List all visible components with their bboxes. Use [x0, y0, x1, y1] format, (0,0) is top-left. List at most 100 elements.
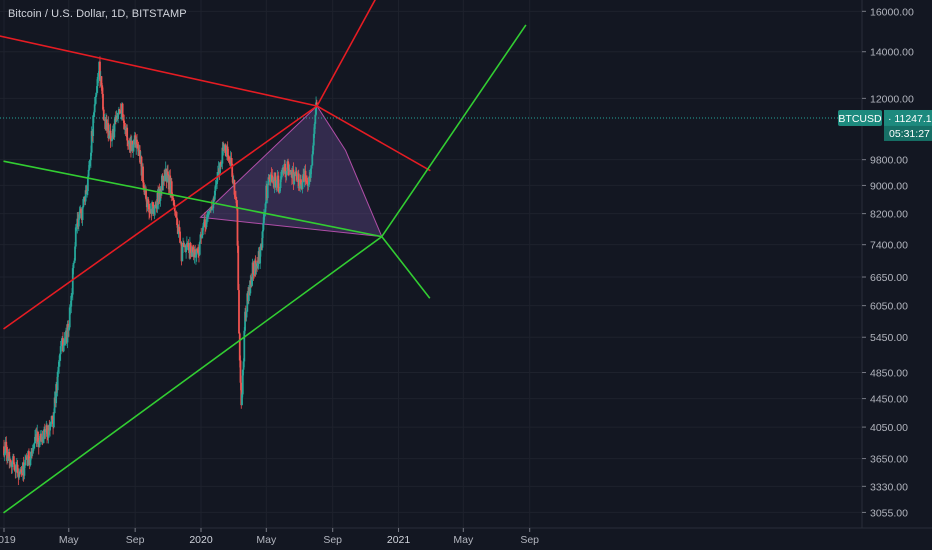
trend-line-red-rising[interactable] [3, 0, 376, 330]
candle-body [16, 464, 19, 474]
candle-body [236, 207, 239, 246]
candle-body [220, 163, 223, 166]
candle-body [216, 172, 219, 178]
candle-body [211, 208, 214, 210]
candle-body [227, 155, 230, 160]
candle-body [249, 280, 252, 294]
candle-body [309, 168, 312, 178]
candle-body [255, 263, 258, 271]
candle-body [4, 441, 7, 453]
candle-body [151, 202, 154, 207]
candle-body [262, 223, 265, 232]
trend-line-resistance-top[interactable] [0, 35, 431, 172]
candle-body [101, 85, 104, 94]
symbol-badge-label: BTCUSD [838, 113, 882, 125]
candle-body [120, 113, 123, 114]
candle-body [89, 160, 92, 161]
y-tick-label: 3330.00 [870, 481, 908, 493]
candle-body [95, 92, 98, 97]
candle-body [226, 146, 229, 156]
candle-body [71, 268, 74, 295]
candle-body [205, 219, 208, 227]
candle-body [268, 177, 271, 180]
candle-body [93, 104, 96, 113]
candle-body [25, 457, 27, 460]
candle-body [18, 472, 21, 478]
candle-body [117, 109, 120, 113]
candle-body [221, 147, 224, 164]
candle-body [11, 461, 14, 467]
candle-body [31, 451, 33, 453]
x-tick-label: 2021 [387, 534, 411, 546]
y-tick-label: 9000.00 [870, 180, 908, 192]
candle-body [230, 158, 233, 164]
candle-body [133, 139, 135, 145]
candle-body [170, 181, 173, 197]
candle-body [140, 156, 143, 176]
candle-body [67, 323, 70, 331]
candle-body [154, 204, 157, 206]
candle-body [96, 76, 99, 87]
candle-body [29, 457, 32, 466]
candle-body [235, 200, 238, 208]
candle-body [153, 207, 156, 215]
candle-body [269, 174, 272, 182]
candle-body [245, 311, 248, 318]
x-tick-label: Sep [323, 534, 342, 546]
candle-body [8, 452, 11, 461]
candle-body [285, 171, 288, 176]
candle-body [30, 451, 33, 458]
candle-body [270, 174, 273, 176]
candle-body [191, 247, 194, 257]
candle-body [199, 234, 202, 243]
candle-body [234, 194, 237, 197]
candle-body [271, 175, 274, 182]
candle-body [301, 182, 304, 189]
trend-line-green-lower[interactable] [3, 24, 527, 514]
candle-body [207, 213, 209, 218]
candle-body [207, 211, 210, 214]
y-tick-label: 3055.00 [870, 507, 908, 519]
candle-body [214, 185, 217, 191]
candle-body [187, 242, 190, 248]
candle-body [313, 123, 316, 134]
y-tick-label: 14000.00 [870, 47, 914, 59]
candle-body [259, 250, 262, 264]
candle-body [15, 465, 17, 473]
candle-body [295, 171, 298, 175]
y-tick-label: 4050.00 [870, 422, 908, 434]
candle-body [179, 231, 181, 243]
candle-body [159, 188, 162, 201]
symbol-badge[interactable] [838, 109, 882, 126]
candle-body [59, 354, 61, 361]
candle-body [33, 443, 36, 449]
candle-body [185, 246, 188, 252]
candle-body [284, 163, 286, 172]
candle-body [93, 112, 95, 116]
candle-body [119, 110, 122, 114]
candle-body [111, 138, 113, 141]
candle-body [42, 435, 45, 443]
candle-body [59, 346, 62, 355]
candle-body [77, 218, 80, 227]
candle-body [43, 429, 45, 436]
candle-body [34, 436, 36, 444]
candle-body [96, 86, 98, 93]
candle-body [195, 249, 198, 255]
trend-lines[interactable] [0, 0, 527, 514]
candle-body [240, 382, 243, 406]
candle-body [147, 199, 150, 204]
candle-body [231, 163, 234, 177]
candle-body [57, 366, 60, 372]
x-tick-label: Sep [126, 534, 145, 546]
candle-body [209, 210, 212, 211]
candle-body [201, 227, 204, 236]
candle-body [171, 196, 174, 198]
candle-body [97, 74, 100, 77]
candle-body [192, 247, 194, 252]
candle-body [127, 140, 129, 144]
candle-body [20, 469, 23, 473]
y-tick-label: 9800.00 [870, 155, 908, 167]
